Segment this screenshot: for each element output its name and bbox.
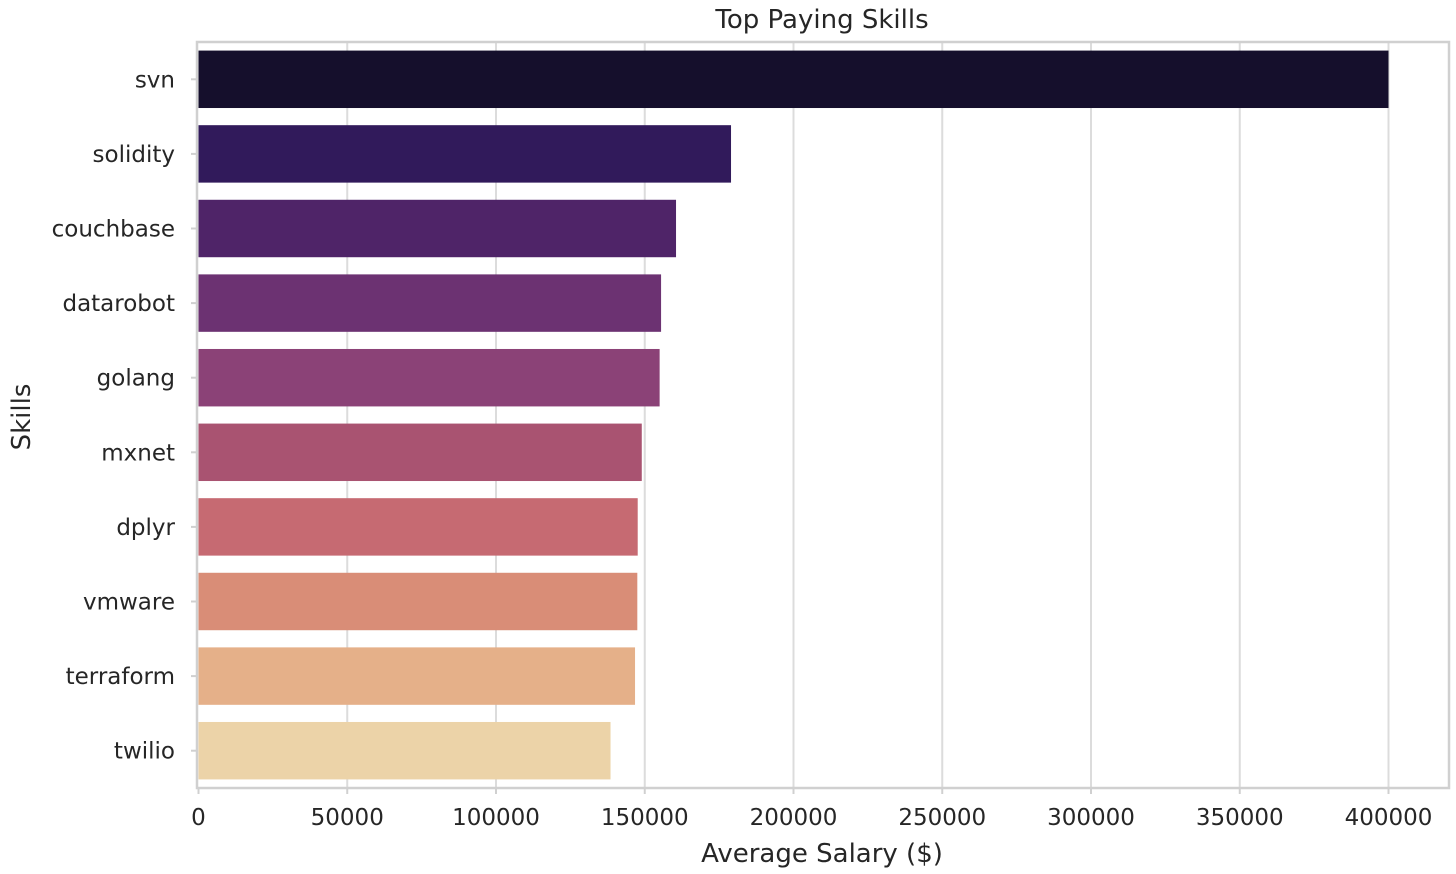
y-tick-label: twilio [114, 739, 175, 765]
x-tick-label: 100000 [452, 805, 540, 831]
x-axis-ticks: 0 50000 100000 150000 200000 250000 300000 3500… [191, 788, 1432, 831]
y-tick-label: dplyr [116, 515, 175, 541]
y-tick-label: terraform [66, 664, 175, 690]
chart-title: Top Paying Skills [714, 5, 928, 35]
x-tick-label: 150000 [601, 805, 689, 831]
bar-couchbase [198, 199, 677, 258]
bar-vmware [198, 572, 638, 631]
bar-solidity [198, 125, 732, 183]
y-tick-label: golang [97, 366, 175, 392]
x-axis-label: Average Salary ($) [701, 839, 943, 869]
x-tick-label: 200000 [750, 805, 838, 831]
y-tick-label: vmware [83, 590, 175, 616]
y-tick-label: svn [135, 67, 175, 93]
bar-twilio [198, 721, 611, 780]
x-tick-label: 300000 [1047, 805, 1135, 831]
x-tick-label: 250000 [898, 805, 986, 831]
x-tick-label: 50000 [311, 805, 384, 831]
x-tick-label: 0 [191, 805, 206, 831]
bar-mxnet [198, 423, 642, 482]
y-tick-label: couchbase [52, 217, 175, 243]
bar-dplyr [198, 498, 638, 556]
x-tick-label: 350000 [1196, 805, 1284, 831]
bars [198, 50, 1389, 780]
y-tick-label: datarobot [62, 291, 175, 317]
bar-datarobot [198, 274, 662, 332]
y-axis-categories: svn solidity couchbase datarobot golang mxnet… [52, 67, 197, 765]
y-axis-label: Skills [7, 384, 37, 451]
bar-golang [198, 348, 660, 407]
x-tick-label: 400000 [1345, 805, 1433, 831]
bar-terraform [198, 647, 636, 705]
plot-frame [195, 40, 1451, 790]
y-tick-label: solidity [93, 142, 175, 168]
y-tick-label: mxnet [101, 440, 175, 466]
bar-svn [198, 50, 1389, 109]
